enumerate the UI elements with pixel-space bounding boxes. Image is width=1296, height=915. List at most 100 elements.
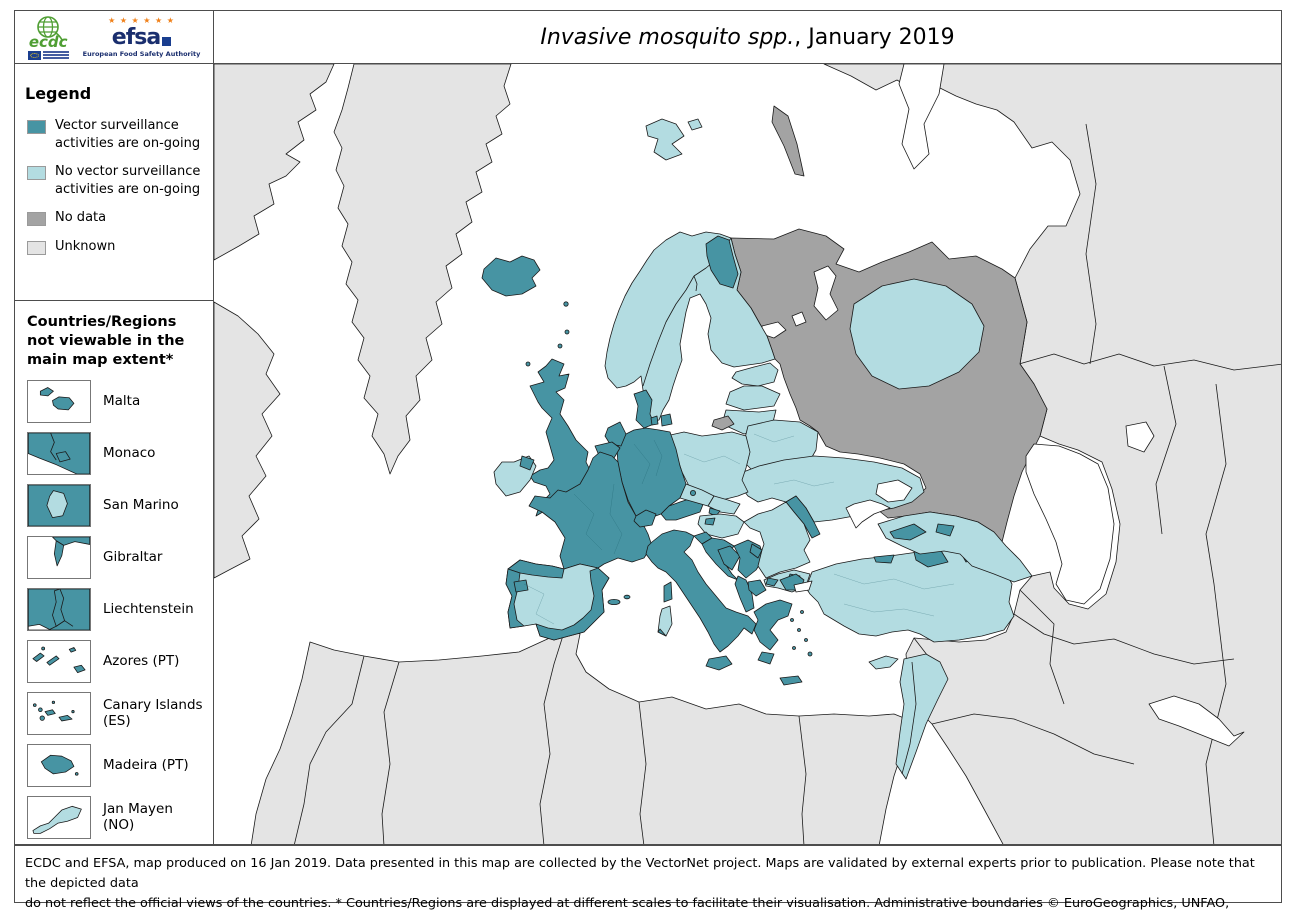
- orkney: [558, 344, 562, 348]
- ecdc-wordmark: ecdc: [28, 32, 68, 51]
- region-estonia: [732, 363, 778, 386]
- footer-line-1: ECDC and EFSA, map produced on 16 Jan 20…: [25, 856, 1255, 891]
- efsa-wordmark: efsa: [111, 24, 161, 50]
- azores-map-thumbnail: [27, 639, 91, 683]
- region-austria: [661, 498, 704, 520]
- nuts-boundaries: [524, 434, 954, 624]
- lake-onega: [792, 312, 806, 326]
- region-corsica: [664, 582, 672, 602]
- region-cyprus: [869, 656, 898, 669]
- inset-liechtenstein: Liechtenstein: [27, 587, 205, 631]
- region-georgia-patch-2: [936, 524, 954, 536]
- region-north-macedonia: [748, 580, 766, 596]
- shetland: [565, 330, 569, 334]
- malta-map-thumbnail: [27, 379, 91, 423]
- legend-swatch-unknown: [27, 240, 46, 255]
- gibraltar-map-thumbnail: [27, 535, 91, 579]
- hebrides: [526, 362, 530, 366]
- border-sweden-finland: [694, 276, 697, 291]
- title-species: Invasive mosquito spp.: [540, 24, 795, 50]
- region-romania: [744, 502, 810, 578]
- region-svalbard: [646, 119, 684, 160]
- region-netherlands: [605, 422, 626, 446]
- white-sea: [814, 266, 838, 320]
- canary-islands-map-thumbnail: [27, 691, 91, 735]
- footer-line-2: do not reflect the official views of the…: [25, 895, 1230, 911]
- inset-canary-islands: Canary Islands (ES): [27, 691, 205, 735]
- region-hungary-northwest: [705, 518, 715, 525]
- liechtenstein-map-thumbnail: [27, 587, 91, 631]
- san-marino-map-thumbnail: [27, 483, 91, 527]
- region-turkey-north-coast: [874, 555, 894, 563]
- title-date: , January 2019: [794, 24, 955, 50]
- region-greenland: [334, 64, 511, 474]
- border-norway-sweden: [643, 276, 694, 386]
- efsa-logo: ★ ★ ★ ★ ★ ★ efsa European Food Safety Au…: [82, 15, 201, 58]
- efsa-stars-icon: ★ ★ ★ ★ ★ ★: [108, 15, 175, 25]
- caspian-sea: [1026, 444, 1114, 604]
- sea-of-marmara: [794, 581, 812, 592]
- sea-of-azov: [876, 480, 912, 502]
- region-north-africa: [251, 626, 914, 844]
- madeira-map-thumbnail: [27, 743, 91, 787]
- header-logos: ecdc ★ ★ ★ ★ ★ ★ efsa European Food Safe…: [14, 10, 214, 64]
- region-spain-east-south-coast: [536, 568, 609, 640]
- legend-item-no-surveillance: No vector surveillance activities are on…: [25, 163, 203, 198]
- jan-mayen-map-thumbnail: [27, 795, 91, 839]
- legend-swatch-no-data: [27, 212, 46, 227]
- inset-madeira: Madeira (PT): [27, 743, 205, 787]
- region-turkey: [806, 547, 1014, 642]
- ecdc-caption-lines: [42, 51, 69, 59]
- region-northern-ireland: [520, 456, 534, 470]
- region-russia-central: [850, 279, 984, 389]
- region-bosnia: [718, 546, 740, 570]
- persian-gulf: [1149, 696, 1244, 746]
- ecdc-globe-icon: [31, 15, 65, 41]
- region-spain-north-coast: [508, 560, 564, 578]
- insets-title: Countries/Regions not viewable in the ma…: [27, 314, 185, 368]
- region-finland-north: [706, 236, 738, 288]
- inset-monaco: Monaco: [27, 431, 205, 475]
- region-latvia: [726, 386, 780, 410]
- region-denmark-zealand: [661, 414, 672, 426]
- region-greece: [754, 600, 792, 650]
- kara-inlet: [899, 64, 944, 169]
- legend-item-unknown: Unknown: [25, 238, 203, 256]
- region-denmark-funen: [651, 416, 658, 425]
- region-kaliningrad: [712, 416, 734, 430]
- region-novaya-zemlya: [772, 106, 804, 176]
- ecdc-logo: ecdc: [27, 15, 69, 60]
- region-sicily: [706, 656, 732, 670]
- monaco-map-thumbnail: [27, 431, 91, 475]
- efsa-subtitle: European Food Safety Authority: [82, 49, 201, 58]
- page-title: Invasive mosquito spp., January 2019: [540, 25, 954, 50]
- region-crete: [780, 676, 802, 685]
- inset-malta: Malta: [27, 379, 205, 423]
- region-bulgaria-patch-west: [766, 578, 778, 586]
- footer-note: ECDC and EFSA, map produced on 16 Jan 20…: [14, 845, 1282, 911]
- legend-item-no-data: No data: [25, 209, 203, 227]
- header-title-bar: Invasive mosquito spp., January 2019: [213, 10, 1282, 64]
- inset-jan-mayen: Jan Mayen (NO): [27, 795, 205, 839]
- region-romania-west: [750, 544, 762, 558]
- legend-item-ongoing: Vector surveillance activities are on-go…: [25, 117, 203, 152]
- legend-swatch-no-surveillance: [27, 166, 46, 181]
- aegean-island: [791, 619, 794, 622]
- legend-swatch-ongoing: [27, 120, 46, 134]
- region-montenegro-albania: [735, 576, 754, 612]
- region-madrid: [514, 580, 528, 592]
- region-georgia-patch-1: [890, 524, 926, 540]
- region-switzerland: [634, 510, 656, 527]
- region-peloponnese: [758, 652, 774, 664]
- main-map: [213, 63, 1282, 845]
- region-iceland: [482, 256, 540, 296]
- region-balearics: [608, 599, 620, 604]
- inset-azores: Azores (PT): [27, 639, 205, 683]
- region-faroe: [564, 302, 568, 306]
- region-svalbard-east: [688, 119, 702, 130]
- region-prague: [690, 490, 695, 495]
- efsa-flag-icon: [162, 36, 172, 46]
- aral-sea: [1126, 422, 1154, 452]
- inset-san-marino: San Marino: [27, 483, 205, 527]
